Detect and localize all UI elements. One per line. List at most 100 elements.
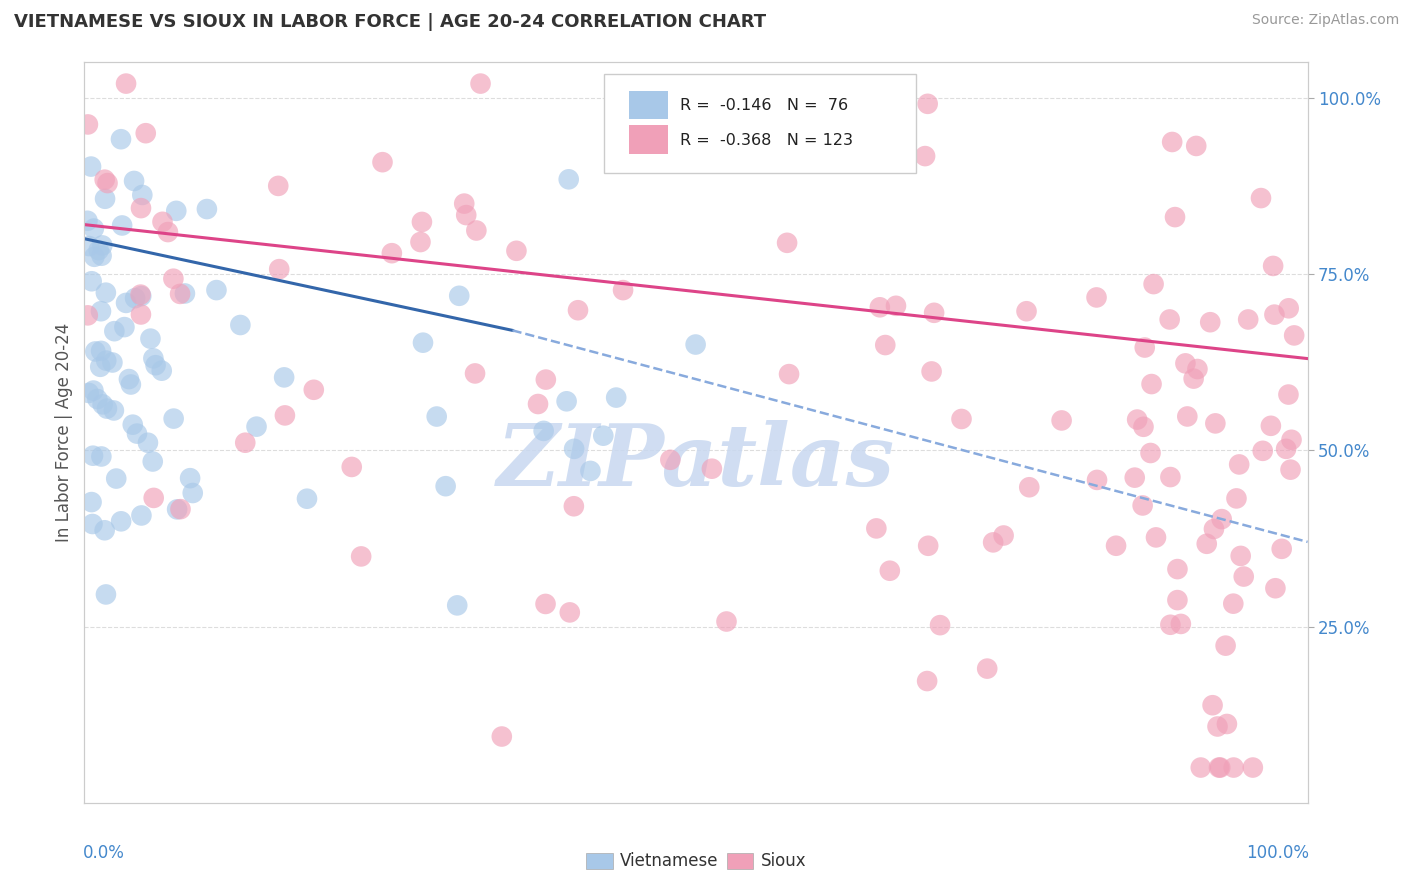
Point [371, 155, 394, 169]
Point [453, 196, 475, 211]
Point [1144, 530, 1167, 544]
Point [491, 730, 513, 744]
Point [1204, 417, 1226, 431]
FancyBboxPatch shape [605, 73, 917, 173]
Point [917, 539, 939, 553]
Point [1175, 409, 1198, 424]
Point [83, 221, 105, 235]
Point [91, 238, 114, 252]
Point [152, 215, 174, 229]
Point [129, 287, 152, 301]
Point [1126, 412, 1149, 426]
Point [778, 367, 800, 381]
Point [162, 271, 184, 285]
Text: VIETNAMESE VS SIOUX IN LABOR FORCE | AGE 20-24 CORRELATION CHART: VIETNAMESE VS SIOUX IN LABOR FORCE | AGE… [14, 13, 766, 31]
Point [464, 367, 486, 381]
Point [267, 178, 290, 193]
Point [1174, 356, 1197, 370]
Point [273, 370, 295, 384]
Point [1261, 259, 1284, 273]
Point [1185, 139, 1208, 153]
Point [1139, 446, 1161, 460]
Point [555, 394, 578, 409]
Point [562, 442, 585, 456]
Point [118, 372, 141, 386]
Point [929, 618, 952, 632]
Point [1209, 760, 1232, 774]
Point [411, 215, 433, 229]
Point [103, 324, 125, 338]
Point [981, 535, 1004, 549]
Point [77, 239, 100, 253]
Point [181, 486, 204, 500]
Point [115, 296, 138, 310]
Point [1222, 597, 1244, 611]
Point [976, 662, 998, 676]
Point [1282, 328, 1305, 343]
Point [94, 192, 117, 206]
Point [465, 223, 488, 237]
Point [93, 172, 115, 186]
Point [592, 428, 614, 442]
Point [921, 364, 943, 378]
Point [1264, 581, 1286, 595]
Point [1201, 698, 1223, 713]
Point [245, 419, 267, 434]
Point [169, 502, 191, 516]
Point [1166, 593, 1188, 607]
Point [94, 587, 117, 601]
Point [470, 77, 492, 91]
Point [115, 77, 138, 91]
Point [340, 459, 363, 474]
Text: 0.0%: 0.0% [83, 844, 125, 862]
Point [1105, 539, 1128, 553]
Point [449, 289, 471, 303]
Point [915, 674, 938, 689]
Point [105, 472, 128, 486]
Point [80, 495, 103, 509]
Point [150, 364, 173, 378]
Point [505, 244, 527, 258]
Point [426, 409, 449, 424]
Point [1237, 312, 1260, 326]
Point [1281, 433, 1303, 447]
Point [1222, 760, 1244, 774]
Point [1159, 470, 1181, 484]
Point [409, 235, 432, 249]
Point [1164, 210, 1187, 224]
Point [77, 118, 100, 132]
Point [557, 172, 579, 186]
Point [1132, 499, 1154, 513]
Point [1250, 191, 1272, 205]
Point [612, 283, 634, 297]
Point [1233, 569, 1256, 583]
Point [1189, 760, 1212, 774]
Point [350, 549, 373, 564]
Point [169, 286, 191, 301]
Point [131, 188, 153, 202]
Point [950, 412, 973, 426]
Point [700, 461, 723, 475]
Point [1133, 341, 1156, 355]
Point [1170, 616, 1192, 631]
Point [1161, 135, 1184, 149]
Point [142, 351, 165, 366]
Point [122, 174, 145, 188]
Bar [628, 91, 668, 120]
Point [93, 523, 115, 537]
Point [1140, 377, 1163, 392]
Point [87, 243, 110, 257]
Point [879, 564, 901, 578]
Point [1085, 473, 1108, 487]
Point [302, 383, 325, 397]
Point [82, 516, 104, 531]
Point [131, 508, 153, 523]
Point [80, 160, 103, 174]
Point [145, 358, 167, 372]
Text: Source: ZipAtlas.com: Source: ZipAtlas.com [1251, 13, 1399, 28]
Point [1278, 301, 1301, 316]
Bar [586, 853, 613, 870]
Point [1159, 312, 1181, 326]
Point [233, 435, 256, 450]
Point [1166, 562, 1188, 576]
